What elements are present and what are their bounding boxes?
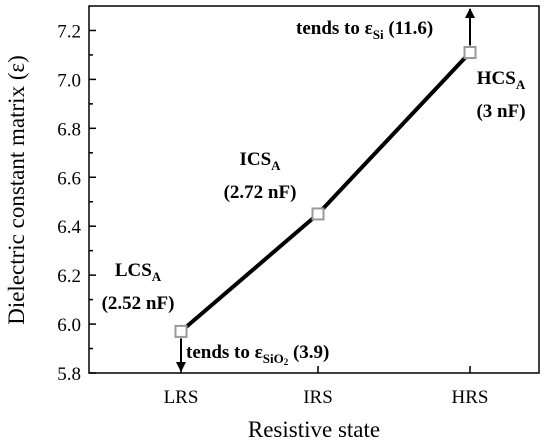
data-point-irs	[311, 207, 325, 221]
point-label-lcs: LCSA	[115, 260, 162, 284]
y-axis-title: Dielectric constant matrix (ε)	[4, 55, 29, 325]
data-point-lrs	[174, 324, 188, 338]
arrow-down-icon	[176, 338, 186, 372]
y-tick-label: 6.6	[57, 168, 81, 189]
y-ticks: 5.8 6.0 6.2 6.4 6.6 6.8 7.0 7.2	[57, 21, 96, 385]
annotation-bottom: tends to εSiO2 (3.9)	[186, 342, 329, 367]
y-tick-label: 7.2	[57, 21, 81, 42]
point-label-hcs: HCSA	[477, 68, 526, 92]
plot-frame	[88, 5, 540, 374]
annotation-top: tends to εSi (11.6)	[296, 18, 433, 42]
x-ticks: LRS IRS HRS	[164, 366, 489, 408]
x-tick-label: IRS	[303, 387, 333, 408]
x-tick-label: HRS	[452, 387, 489, 408]
y-tick-label: 6.2	[57, 266, 81, 287]
y-tick-label: 7.0	[57, 70, 81, 91]
y-tick-label: 5.8	[57, 364, 81, 385]
capacitance-label: (2.72 nF)	[224, 182, 297, 203]
arrow-up-icon	[465, 8, 475, 46]
y-tick-label: 6.0	[57, 315, 81, 336]
capacitance-label: (3 nF)	[476, 101, 525, 122]
capacitance-label: (2.52 nF)	[102, 293, 175, 314]
y-tick-label: 6.8	[57, 119, 81, 140]
point-label-ics: ICSA	[239, 149, 281, 173]
point-labels: LCSA (2.52 nF) ICSA (2.72 nF) HCSA (3 nF) tend…	[102, 18, 526, 367]
data-point-hrs	[463, 45, 477, 59]
x-axis-title: Resistive state	[248, 417, 380, 442]
arrows	[176, 8, 475, 372]
axes	[88, 5, 540, 374]
y-tick-label: 6.4	[57, 217, 81, 238]
x-tick-label: LRS	[164, 387, 199, 408]
series	[174, 45, 477, 338]
